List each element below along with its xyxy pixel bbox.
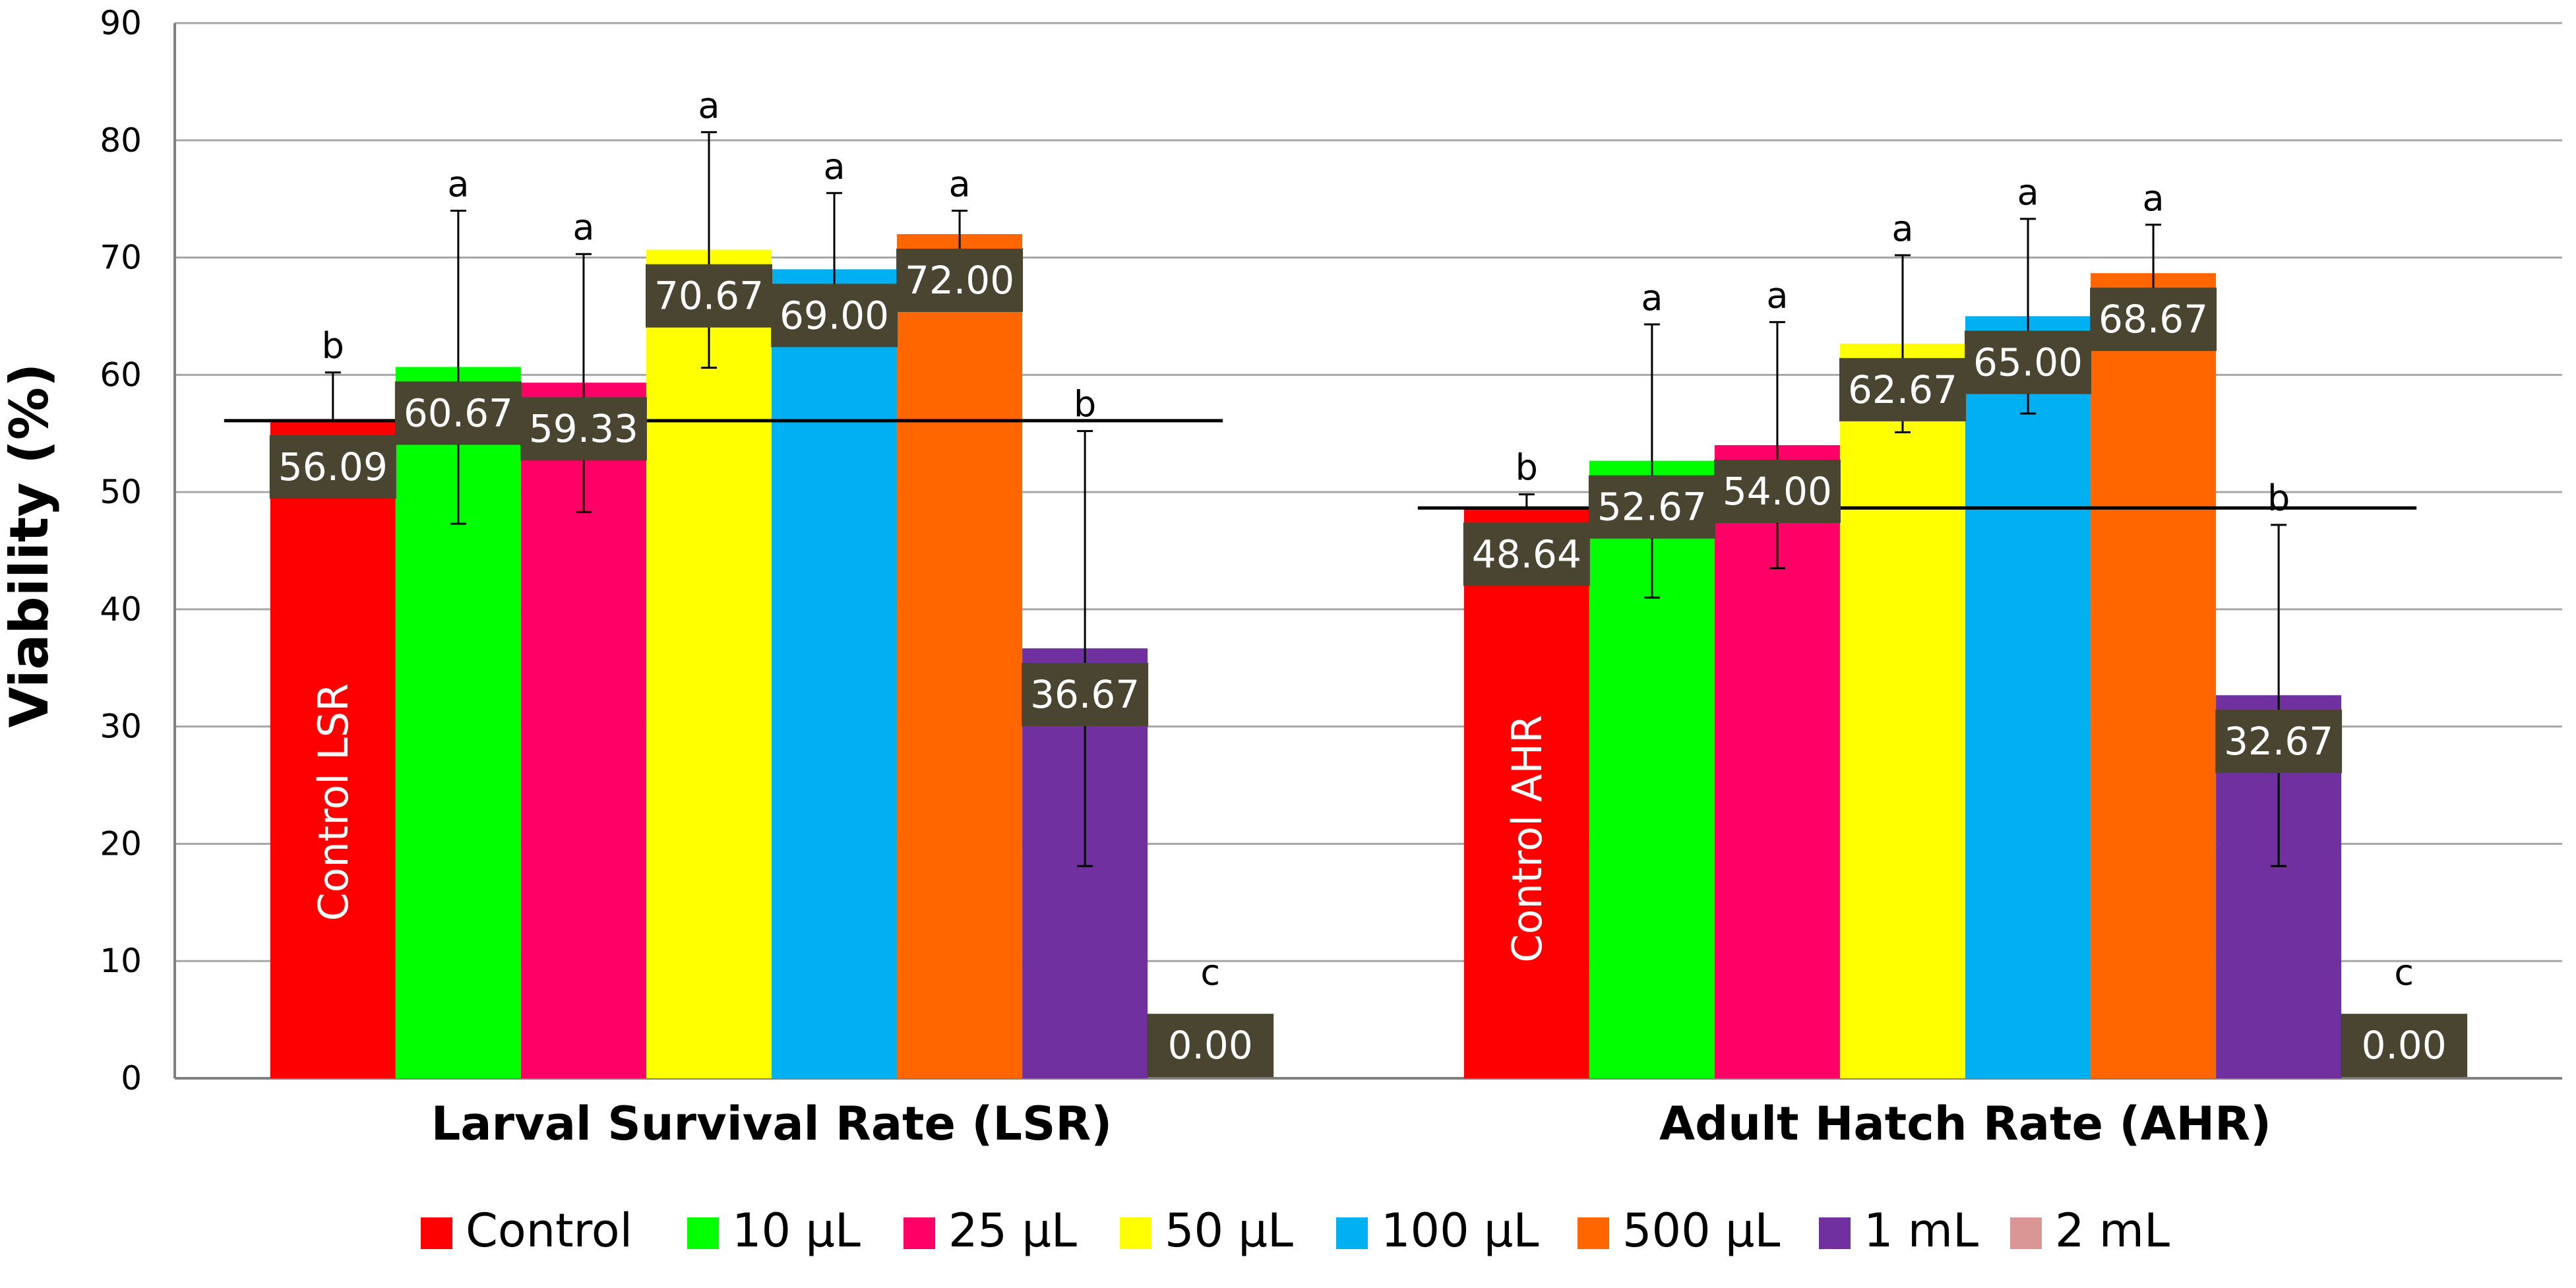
data-label-box	[2090, 288, 2217, 352]
data-label-box	[645, 264, 772, 328]
significance-letter: a	[698, 84, 720, 126]
data-label-box	[2341, 1014, 2468, 1078]
legend-entry: 50 µL	[1165, 1204, 1293, 1258]
data-label-box	[394, 381, 522, 445]
data-label: 70.67	[654, 274, 764, 319]
data-label-box	[2215, 710, 2343, 774]
data-label: 65.00	[1973, 340, 2083, 384]
significance-letter: a	[1891, 208, 1913, 249]
data-label: 54.00	[1723, 469, 1832, 514]
legend-entry: 10 µL	[732, 1204, 861, 1258]
legend-entry: Control	[466, 1204, 632, 1258]
significance-letter: c	[2394, 952, 2414, 993]
bar	[270, 420, 396, 1078]
bar	[646, 249, 772, 1079]
significance-letter: b	[1516, 447, 1538, 489]
data-label: 52.67	[1597, 485, 1707, 530]
legend-swatch	[687, 1217, 719, 1249]
data-label-box	[1588, 475, 1715, 539]
legend-swatch	[1120, 1217, 1151, 1249]
legend-entry: 500 µL	[1622, 1204, 1780, 1258]
legend-entry: 25 µL	[948, 1204, 1077, 1258]
bar	[897, 234, 1023, 1078]
significance-letter: b	[2267, 477, 2290, 519]
legend-swatch	[421, 1217, 452, 1249]
y-tick-label: 0	[121, 1059, 142, 1097]
y-tick-label: 60	[100, 355, 142, 394]
category-label: Adult Hatch Rate (AHR)	[1659, 1097, 2271, 1151]
y-axis-label: Viability (%)	[0, 363, 60, 728]
bar	[1965, 316, 2091, 1078]
data-label: 32.67	[2224, 719, 2333, 764]
data-label: 0.00	[2362, 1023, 2447, 1068]
data-label-box	[1713, 460, 1841, 523]
y-tick-label: 80	[100, 121, 142, 160]
control-bar-labels: Control LSR Control AHR	[309, 683, 1551, 963]
data-label: 62.67	[1848, 367, 1957, 412]
bars	[270, 234, 2342, 1079]
significance-letter: a	[1641, 277, 1663, 319]
y-tick-label: 20	[100, 824, 142, 863]
control-reference-lines	[224, 419, 2417, 510]
data-label-box	[1965, 330, 2092, 394]
bar	[772, 269, 898, 1078]
legend: Control 10 µL 25 µL 50 µL 100 µL 500 µL 1 mL 2 …	[421, 1204, 2170, 1258]
data-label-box	[1463, 522, 1590, 586]
legend-swatch	[1578, 1217, 1609, 1249]
data-label: 48.64	[1472, 532, 1581, 576]
significance-letter: b	[1074, 384, 1096, 425]
data-label: 60.67	[404, 390, 513, 435]
data-label: 36.67	[1030, 672, 1140, 717]
data-label-box	[896, 249, 1024, 312]
bar	[2091, 273, 2217, 1079]
data-label: 56.09	[278, 445, 388, 489]
legend-entry: 100 µL	[1381, 1204, 1539, 1258]
y-tick-label: 30	[100, 708, 142, 746]
data-label-box	[1022, 663, 1149, 727]
significance-letter: a	[2143, 177, 2164, 219]
legend-swatch	[904, 1217, 935, 1249]
legend-entry: 2 mL	[2055, 1204, 2170, 1258]
data-label-box	[269, 435, 396, 499]
legend-swatch	[2010, 1217, 2042, 1249]
y-tick-label: 90	[100, 4, 142, 42]
data-labels: 56.09 60.67 59.33 70.67 69.00 72.00 36.67 0.00 4…	[269, 249, 2468, 1078]
significance-letter: a	[1766, 274, 1788, 316]
significance-letter: a	[2017, 171, 2039, 213]
significance-letter: a	[447, 163, 469, 204]
significance-letters: b a a a a a b c b a a a a a b c	[322, 84, 2414, 993]
data-label-box	[1839, 357, 1966, 421]
significance-letter: a	[949, 163, 971, 204]
data-label: 72.00	[905, 258, 1014, 303]
significance-letter: a	[823, 146, 845, 187]
data-label-box	[520, 397, 647, 461]
data-label: 59.33	[529, 406, 638, 451]
y-tick-labels: 0 10 20 30 40 50 60 70 80 90	[100, 4, 142, 1097]
legend-swatch	[1819, 1217, 1851, 1249]
bar	[1463, 508, 1589, 1078]
data-label-box	[771, 284, 898, 348]
bar	[1839, 343, 1965, 1078]
control-bar-label: Control LSR	[309, 683, 357, 921]
data-label: 0.00	[1168, 1023, 1253, 1068]
data-label-box	[1147, 1014, 1274, 1078]
y-tick-label: 50	[100, 473, 142, 511]
y-tick-label: 10	[100, 942, 142, 980]
legend-swatch	[1336, 1217, 1368, 1249]
y-tick-label: 70	[100, 239, 142, 277]
category-labels: Larval Survival Rate (LSR) Adult Hatch Ra…	[431, 1097, 2271, 1151]
legend-entry: 1 mL	[1864, 1204, 1978, 1258]
significance-letter: c	[1200, 952, 1220, 993]
significance-letter: b	[322, 325, 344, 367]
y-tick-label: 40	[100, 590, 142, 629]
control-bar-label: Control AHR	[1503, 715, 1551, 963]
significance-letter: a	[572, 206, 594, 248]
category-label: Larval Survival Rate (LSR)	[431, 1097, 1113, 1151]
data-label: 68.67	[2099, 297, 2208, 342]
data-label: 69.00	[780, 293, 889, 338]
